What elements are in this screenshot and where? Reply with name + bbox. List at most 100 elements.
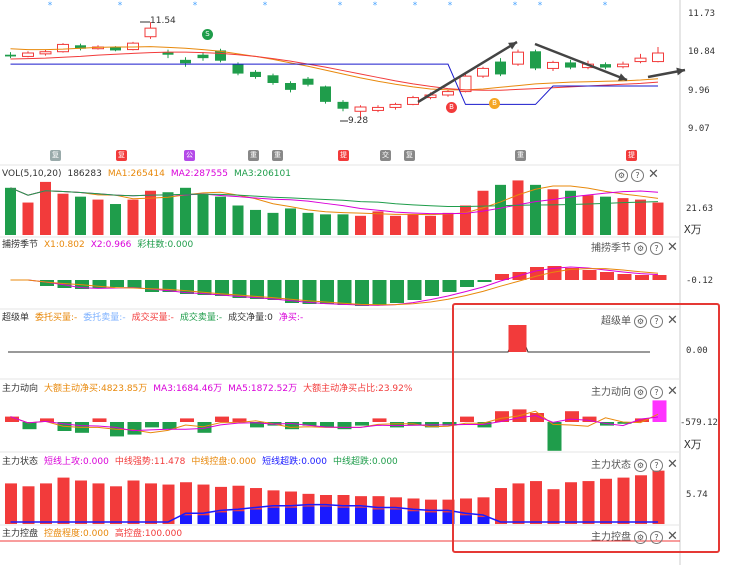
low-price-label: 9.28 — [348, 116, 369, 126]
zldx-ratio: 大额主动净买占比:23.92% — [303, 384, 413, 394]
top-marker-icon: * — [263, 1, 268, 11]
event-tag-icon[interactable]: 提 — [338, 150, 349, 161]
volume-bar — [635, 199, 646, 235]
bz-bar — [372, 280, 387, 305]
bz-bar — [425, 280, 439, 296]
event-tag-icon[interactable]: 复 — [404, 150, 415, 161]
buy-signal-icon[interactable]: B — [446, 102, 457, 113]
settings-icon[interactable]: ⚙ — [634, 386, 647, 399]
close-icon[interactable]: ✕ — [667, 313, 678, 328]
zlzt-blue-bar — [390, 509, 402, 524]
candle-body — [250, 71, 261, 77]
event-tag-icon[interactable]: 重 — [272, 150, 283, 161]
top-marker-icon: * — [413, 1, 418, 11]
volume-bar — [320, 214, 331, 235]
bz-bar — [250, 280, 264, 299]
volume-bar — [442, 212, 454, 235]
zldx-bar — [652, 400, 667, 422]
zldx-bar — [22, 422, 37, 430]
close-icon[interactable]: ✕ — [667, 240, 678, 255]
bz-bar — [267, 280, 282, 300]
settings-icon[interactable]: ⚙ — [634, 531, 647, 544]
price-tick-0: 11.73 — [688, 9, 716, 19]
volume-bar — [512, 180, 524, 235]
settings-icon[interactable]: ⚙ — [634, 315, 647, 328]
zldx-tick: -579.12 — [680, 418, 718, 428]
event-tag-icon[interactable]: 重 — [248, 150, 259, 161]
help-icon[interactable]: ? — [650, 531, 663, 544]
zldx-bar — [390, 422, 404, 428]
bz-controls: 捕捞季节 ⚙? ✕ — [591, 239, 678, 255]
help-icon[interactable]: ? — [650, 459, 663, 472]
bz-bar — [145, 280, 159, 292]
settings-icon[interactable]: ⚙ — [634, 459, 647, 472]
close-icon[interactable]: ✕ — [667, 529, 678, 544]
sell-signal-icon[interactable]: S — [202, 29, 213, 40]
price-tick-1: 10.84 — [688, 47, 716, 57]
candle-body — [22, 52, 34, 57]
help-icon[interactable]: ? — [631, 169, 644, 182]
zlzt-name: 主力状态 — [2, 457, 39, 467]
event-tag-icon[interactable]: 复 — [116, 150, 127, 161]
top-marker-icon: * — [603, 1, 608, 11]
zldx-bar — [180, 418, 194, 422]
candle-body — [477, 67, 489, 77]
event-tag-icon[interactable]: 交 — [380, 150, 391, 161]
volume-bar — [145, 190, 156, 235]
top-marker-icon: * — [448, 1, 453, 11]
bz-x2: X2:0.966 — [90, 240, 132, 250]
buy-signal-icon-2[interactable]: B — [489, 98, 500, 109]
volume-bar — [302, 212, 314, 235]
volume-bar — [75, 196, 86, 235]
event-tag-icon[interactable]: 提 — [626, 150, 637, 161]
zlzt-bar — [565, 482, 577, 524]
zlzt-bar — [652, 470, 665, 524]
zldx-bar — [565, 411, 579, 422]
candle-body — [337, 101, 349, 109]
help-icon[interactable]: ? — [650, 386, 663, 399]
bz-x1: X1:0.802 — [44, 240, 85, 250]
zlkp-gkp: 高控盘:100.000 — [114, 529, 183, 539]
zlzt-zxcd: 中线超跌:0.000 — [332, 457, 398, 467]
settings-icon[interactable]: ⚙ — [634, 242, 647, 255]
volume-bar — [495, 184, 506, 235]
candle-body — [547, 61, 559, 69]
volume-bar — [337, 214, 349, 235]
candle-body — [110, 47, 121, 51]
settings-icon[interactable]: ⚙ — [615, 169, 628, 182]
zlzt-bar — [75, 480, 87, 524]
candle-body — [75, 45, 86, 49]
event-tag-icon[interactable]: 复 — [50, 150, 61, 161]
bz-bar — [442, 280, 457, 292]
top-marker-icon: * — [538, 1, 543, 11]
bz-bar — [215, 280, 229, 296]
bz-bar — [390, 280, 404, 303]
zlzt-bar — [57, 477, 70, 524]
zlkp-name: 主力控盘 — [2, 529, 39, 539]
candle-body — [407, 97, 419, 105]
cjd-jm: 净买:- — [278, 313, 304, 323]
candle-body — [144, 27, 157, 38]
volume-bar — [582, 195, 594, 235]
zldx-bar — [5, 416, 19, 422]
close-icon[interactable]: ✕ — [667, 457, 678, 472]
zldx-bar — [372, 418, 387, 422]
zlzt-bar — [547, 489, 560, 524]
zlzt-dxsg: 短线上攻:0.000 — [44, 457, 109, 467]
cjd-spike-bar — [508, 325, 527, 352]
candle-body — [495, 61, 506, 75]
bz-bar — [197, 280, 212, 295]
vol-name: VOL(5,10,20) — [2, 169, 62, 179]
help-icon[interactable]: ? — [650, 315, 663, 328]
volume-bar — [40, 181, 51, 235]
candle-body — [180, 59, 191, 64]
volume-bar — [285, 208, 296, 235]
event-tag-icon[interactable]: 重 — [515, 150, 526, 161]
close-icon[interactable]: ✕ — [648, 167, 659, 182]
zlkp-panel-name: 主力控盘 — [591, 532, 631, 543]
help-icon[interactable]: ? — [650, 242, 663, 255]
close-icon[interactable]: ✕ — [667, 384, 678, 399]
event-tag-icon[interactable]: 公 — [184, 150, 195, 161]
candle-body — [320, 86, 331, 102]
